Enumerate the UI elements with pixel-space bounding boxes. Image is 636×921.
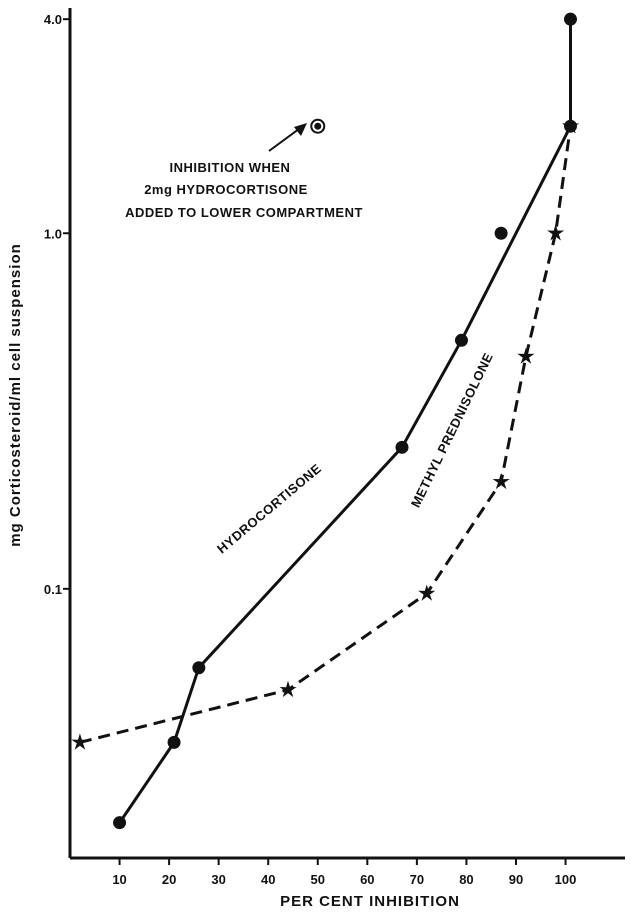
series-lines	[79, 19, 572, 824]
annotation-line-3: ADDED TO LOWER COMPARTMENT	[125, 205, 363, 220]
x-axis-title: PER CENT INHIBITION	[280, 893, 460, 910]
data-point-star	[561, 117, 580, 134]
data-point-circle	[454, 333, 468, 347]
data-point-circle	[113, 816, 127, 830]
data-markers	[71, 12, 580, 830]
data-point-circle	[494, 226, 508, 240]
y-tick-label: 1.0	[44, 226, 62, 241]
x-tick-label: 90	[509, 872, 523, 887]
data-point-circle	[167, 735, 181, 749]
x-tick-label: 100	[555, 872, 577, 887]
annotation-line-1: INHIBITION WHEN	[170, 160, 291, 175]
extra-point-dot	[314, 122, 322, 130]
data-point-star	[71, 733, 89, 750]
x-tick-label: 20	[162, 872, 176, 887]
axes: 10 20 30 40 50 60 70 80 90 100 0.1 1.0 4.0	[44, 8, 625, 887]
data-point-circle	[563, 12, 577, 26]
data-point-star	[517, 347, 535, 364]
x-tick-label: 80	[459, 872, 473, 887]
data-point-star	[279, 680, 297, 698]
series-label-hydrocortisone: HYDROCORTISONE	[214, 461, 324, 557]
x-tick-label: 70	[410, 872, 424, 887]
x-tick-label: 10	[112, 872, 126, 887]
data-point-circle	[395, 440, 409, 454]
series-line-0	[118, 19, 572, 824]
y-tick-label: 0.1	[44, 582, 62, 597]
x-tick-label: 30	[211, 872, 225, 887]
x-tick-label: 40	[261, 872, 275, 887]
annotation-arrow	[268, 123, 307, 152]
annotation-line-2: 2mg HYDROCORTISONE	[144, 182, 308, 197]
data-point-circle	[192, 661, 206, 675]
y-tick-label: 4.0	[44, 12, 62, 27]
data-point-star	[492, 472, 510, 490]
data-point-star	[418, 584, 436, 601]
x-tick-label: 60	[360, 872, 374, 887]
x-tick-label: 50	[311, 872, 325, 887]
series-label-methyl-prednisolone: METHYL PREDNISOLONE	[408, 350, 496, 510]
data-point-star	[547, 224, 565, 241]
y-axis-title: mg Corticosteroid/ml cell suspension	[7, 243, 24, 547]
